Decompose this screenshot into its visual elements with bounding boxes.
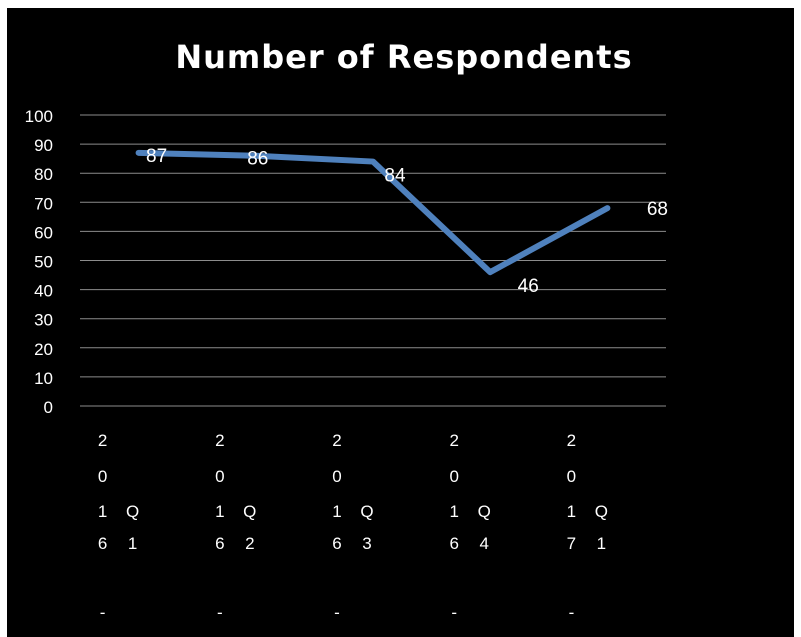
x-tick-char: 6 [332,534,341,553]
gridlines [80,114,666,407]
y-tick-label: 70 [34,194,53,213]
x-tick-char: - [569,603,575,622]
data-label: 68 [647,199,668,220]
chart-title: Number of Respondents [175,38,632,76]
x-tick-char: 2 [215,431,224,450]
x-tick-char: 2 [245,534,254,553]
x-tick-char: 1 [332,502,341,521]
data-label: 46 [518,276,539,297]
series-line [135,149,611,276]
x-tick-char: - [100,603,106,622]
x-tick-char: 3 [362,534,371,553]
y-tick-label: 20 [34,340,53,359]
x-tick-char: Q [595,502,608,521]
x-tick-char: Q [478,502,491,521]
x-tick-char: 1 [128,534,137,553]
x-tick-char: 2 [567,431,576,450]
series [135,149,611,276]
y-tick-label: 60 [34,223,53,242]
y-tick-label: 50 [34,253,53,272]
x-tick-char: 6 [449,534,458,553]
data-label: 84 [384,166,406,187]
data-labels: 87 86 84 46 68 [146,146,668,297]
x-tick-char: 0 [215,467,224,486]
x-tick-char: 4 [479,534,488,553]
y-tick-label: 80 [34,165,53,184]
y-tick-label: 40 [34,282,53,301]
x-tick-label: 2 0 1 6 - Q 4 [449,431,490,622]
data-label: 86 [247,149,268,170]
x-tick-char: 1 [215,502,224,521]
x-tick-label: 2 0 1 6 - Q 3 [332,431,373,622]
x-tick-char: 7 [567,534,576,553]
x-tick-char: 1 [597,534,606,553]
y-tick-label: 30 [34,311,53,330]
x-tick-char: 0 [98,467,107,486]
y-axis-ticks: 0 10 20 30 40 50 60 70 80 90 100 [25,107,53,417]
x-tick-char: 2 [332,431,341,450]
x-tick-char: 1 [567,502,576,521]
line-chart: Number of Respondents 010203040506070809… [25,38,668,622]
x-tick-char: 0 [332,467,341,486]
x-tick-char: - [334,603,340,622]
y-tick-label: 90 [34,136,53,155]
x-tick-char: 0 [449,467,458,486]
x-tick-char: 6 [98,534,107,553]
chart-frame: Number of Respondents 0 10 20 30 40 50 60 70 80 9… [7,8,794,637]
x-tick-char: 2 [449,431,458,450]
data-label: 87 [146,146,167,167]
x-tick-char: Q [243,502,256,521]
x-tick-char: Q [360,502,373,521]
x-tick-char: Q [126,502,139,521]
y-tick-label: 0 [44,398,53,417]
x-tick-char: - [451,603,457,622]
x-tick-char: - [217,603,223,622]
x-tick-label: 2 0 1 6 - Q 2 [215,431,256,622]
x-tick-char: 0 [567,467,576,486]
x-tick-char: 2 [98,431,107,450]
y-tick-label: 100 [25,107,53,126]
x-tick-char: 1 [98,502,107,521]
y-tick-label: 10 [34,369,53,388]
x-tick-char: 6 [215,534,224,553]
x-tick-char: 1 [449,502,458,521]
